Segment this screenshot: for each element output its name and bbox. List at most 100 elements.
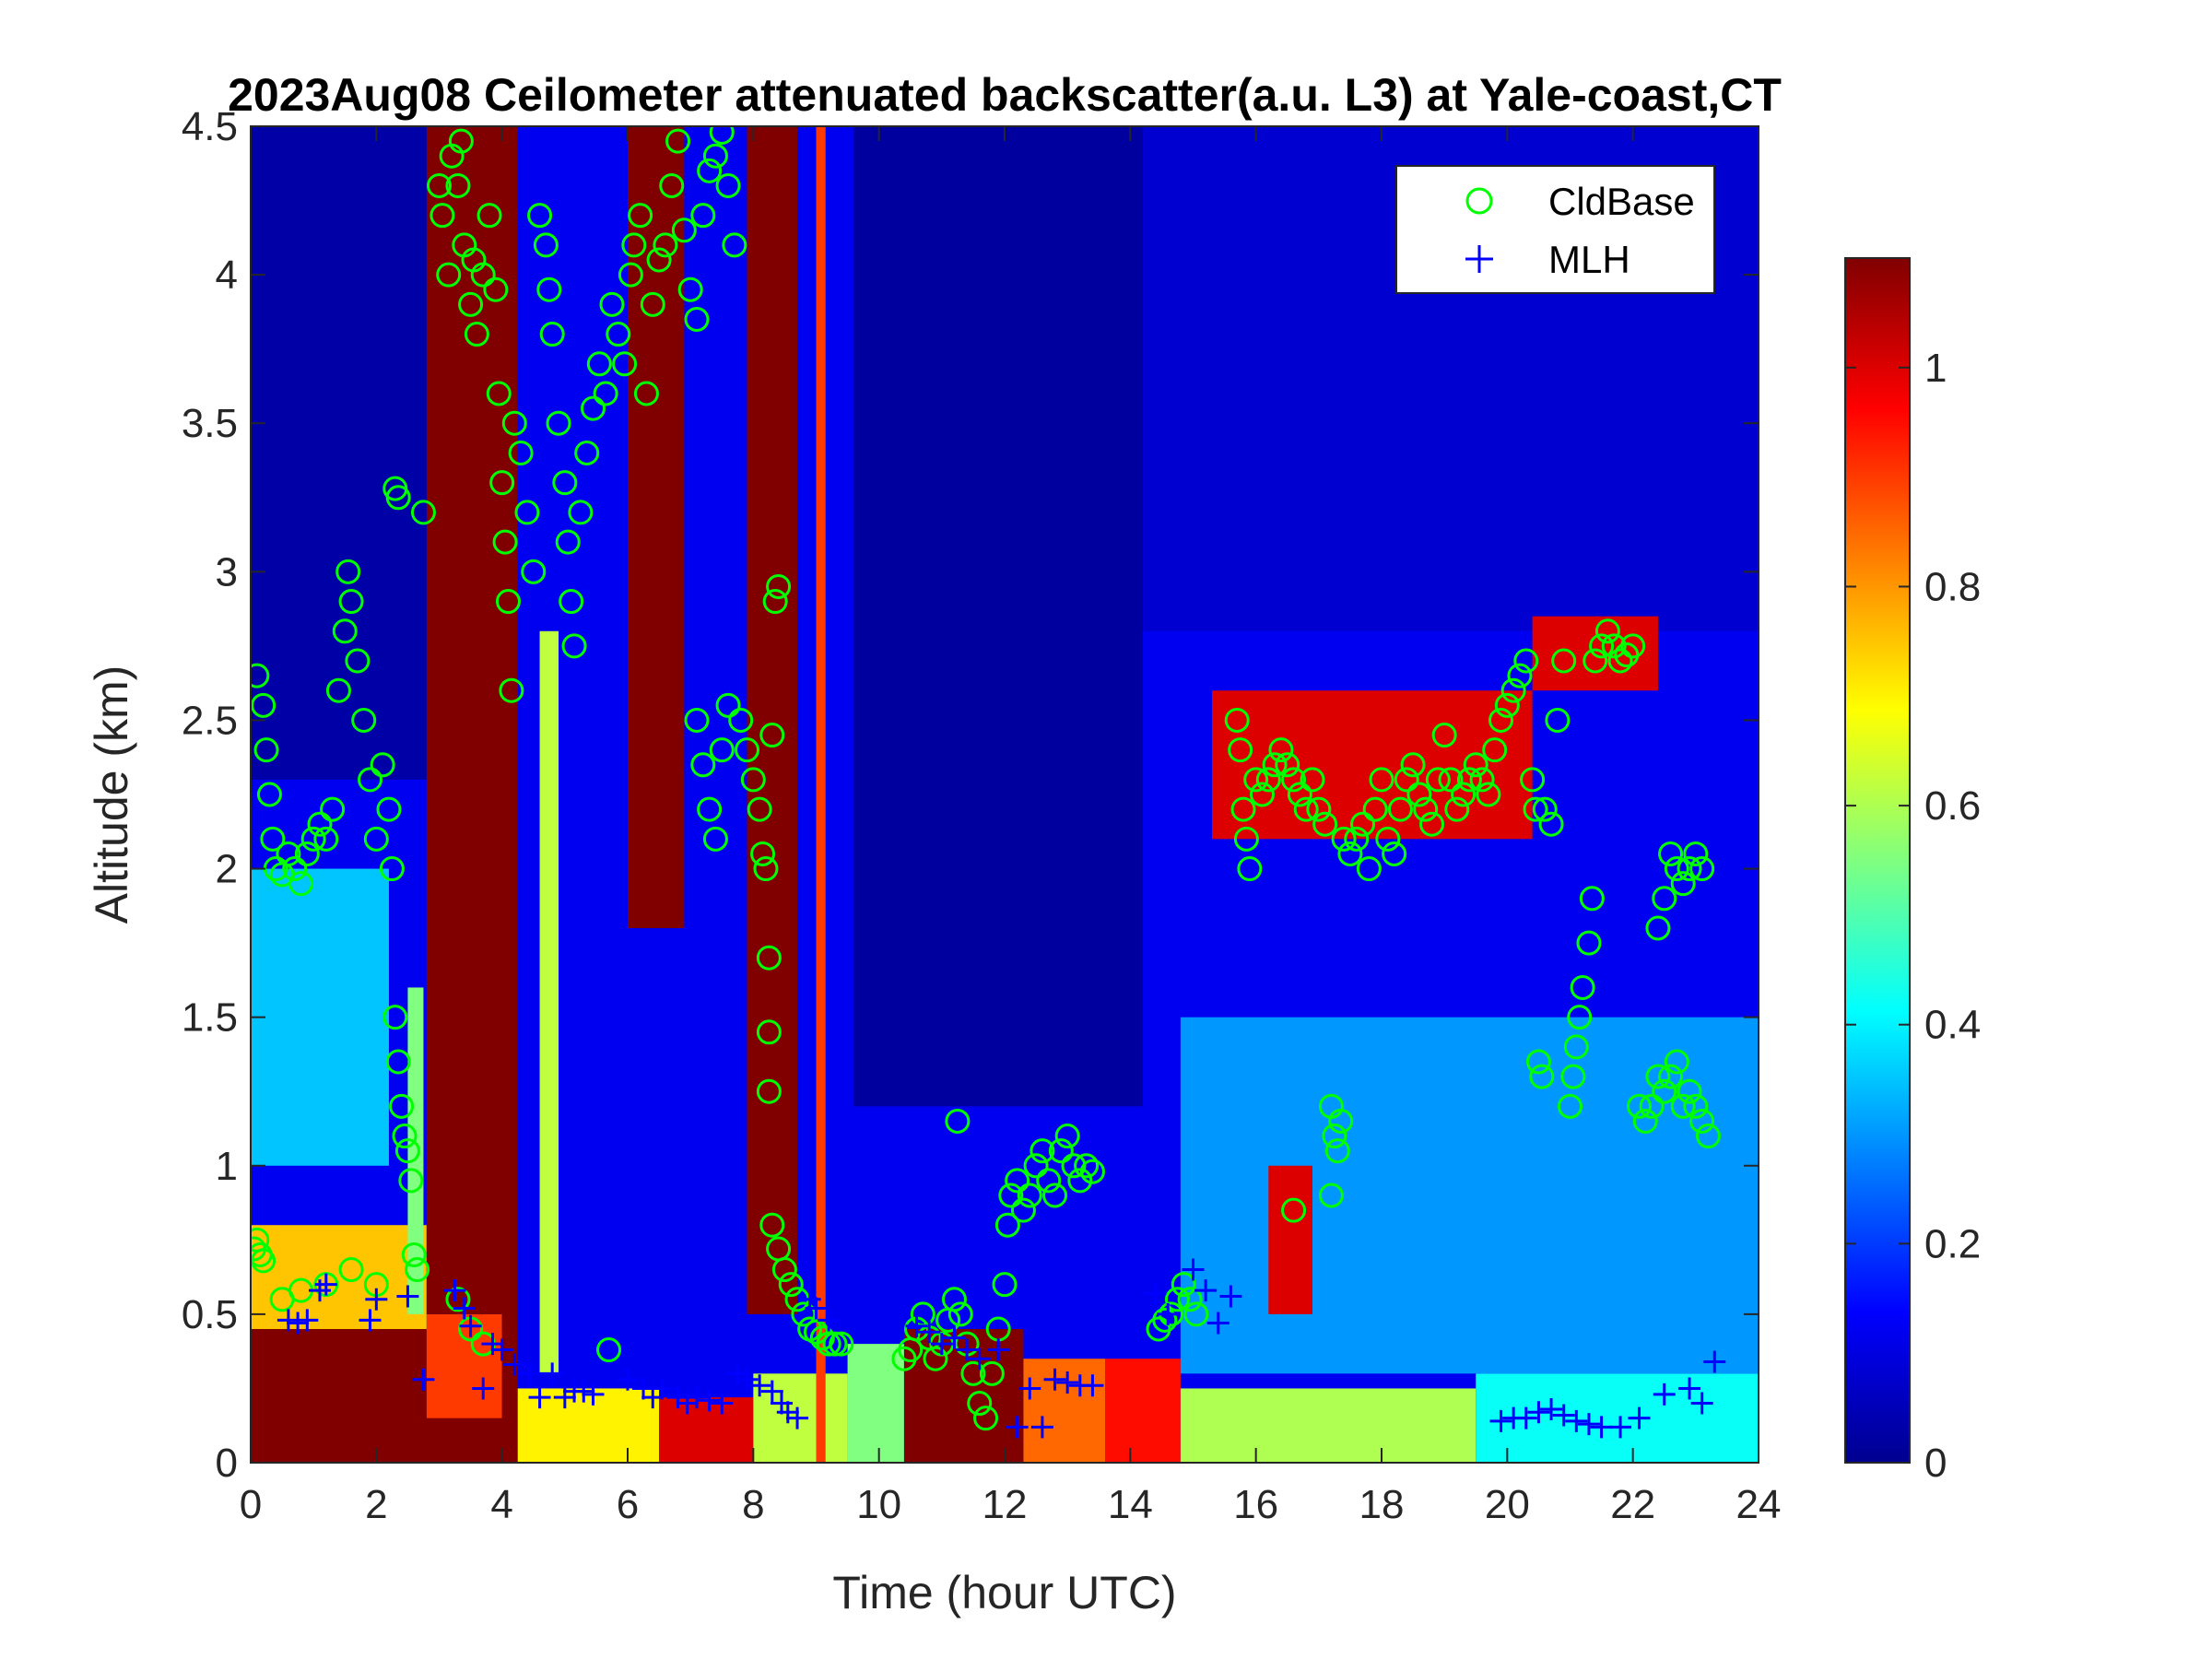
cldbase-point-85 xyxy=(646,247,672,273)
cldbase-point-224 xyxy=(1532,796,1558,822)
mlh-point-52 xyxy=(1043,1368,1066,1391)
cldbase-point-221 xyxy=(1523,796,1548,822)
cldbase-point-29 xyxy=(379,856,405,882)
cldbase-point-74 xyxy=(581,395,606,421)
cldbase-point-150 xyxy=(1010,1197,1036,1223)
cldbase-point-113 xyxy=(756,945,782,971)
cldbase-point-222 xyxy=(1525,1049,1551,1075)
cldbase-point-200 xyxy=(1394,767,1419,793)
cldbase-point-230 xyxy=(1563,1034,1589,1060)
cldbase-point-69 xyxy=(555,529,581,555)
cldbase-point-43 xyxy=(436,262,462,288)
cldbase-point-125 xyxy=(816,1331,841,1357)
colorbar-tick-label-0: 0 xyxy=(1924,1441,1947,1486)
cldbase-point-199 xyxy=(1387,796,1413,822)
x-tick-label-10: 20 xyxy=(1485,1482,1530,1527)
cldbase-point-163 xyxy=(1152,1307,1178,1333)
cldbase-point-109 xyxy=(753,856,779,882)
cldbase-point-146 xyxy=(992,1272,1018,1298)
cldbase-point-212 xyxy=(1469,767,1495,793)
colorbar-tick-label-3: 0.6 xyxy=(1924,783,1981,829)
cldbase-point-250 xyxy=(1677,1078,1702,1104)
cldbase-point-236 xyxy=(1589,633,1615,659)
heatmap-region-17 xyxy=(251,868,389,1166)
cldbase-point-223 xyxy=(1529,1064,1555,1089)
cldbase-point-258 xyxy=(1670,871,1696,897)
mlh-point-51 xyxy=(1030,1416,1053,1439)
cldbase-point-39 xyxy=(405,1257,430,1283)
x-tick-label-4: 8 xyxy=(742,1482,764,1527)
cldbase-point-196 xyxy=(1369,767,1394,793)
mlh-point-9 xyxy=(443,1279,466,1302)
x-tick-label-11: 22 xyxy=(1610,1482,1655,1527)
cldbase-point-112 xyxy=(766,573,792,599)
heatmap-region-12 xyxy=(1023,1359,1106,1463)
heatmap-region-21 xyxy=(747,126,798,1314)
cldbase-point-6 xyxy=(253,737,279,763)
cldbase-point-79 xyxy=(612,351,638,377)
mlh-point-24 xyxy=(632,1377,655,1400)
cldbase-point-206 xyxy=(1431,723,1457,748)
cldbase-point-23 xyxy=(345,648,371,674)
x-tick-label-9: 18 xyxy=(1359,1482,1405,1527)
cldbase-point-166 xyxy=(1171,1272,1196,1298)
heatmap-region-22 xyxy=(816,126,826,1463)
cldbase-point-41 xyxy=(427,172,452,198)
cldbase-point-246 xyxy=(1652,1078,1677,1104)
cldbase-point-170 xyxy=(1228,737,1253,763)
cldbase-point-269 xyxy=(445,1287,471,1312)
x-tick-label-1: 2 xyxy=(365,1482,387,1527)
y-tick-label-4: 2 xyxy=(216,847,238,892)
cldbase-point-251 xyxy=(1683,1093,1709,1119)
cldbase-point-153 xyxy=(1030,1138,1055,1164)
cldbase-point-20 xyxy=(332,618,358,644)
cldbase-point-26 xyxy=(363,826,389,852)
cldbase-point-182 xyxy=(1293,796,1319,822)
cldbase-point-38 xyxy=(401,1241,427,1267)
mlh-point-19 xyxy=(553,1386,576,1409)
mlh-point-13 xyxy=(481,1333,504,1356)
mlh-point-41 xyxy=(818,1309,841,1332)
cldbase-point-65 xyxy=(536,276,562,302)
x-tick-label-5: 10 xyxy=(856,1482,901,1527)
cldbase-point-31 xyxy=(385,485,411,511)
cldbase-point-210 xyxy=(1456,767,1482,793)
mlh-point-14 xyxy=(490,1338,513,1361)
heatmap-region-18 xyxy=(426,126,515,1314)
mlh-point-74 xyxy=(1678,1377,1701,1400)
cldbase-point-91 xyxy=(684,306,710,332)
cldbase-point-96 xyxy=(715,172,741,198)
legend-cldbase-marker xyxy=(1465,187,1493,215)
mlh-point-26 xyxy=(651,1377,674,1400)
cldbase-point-100 xyxy=(697,796,723,822)
cldbase-point-190 xyxy=(1331,826,1357,852)
cldbase-point-198 xyxy=(1382,841,1407,866)
cldbase-point-87 xyxy=(659,172,685,198)
cldbase-point-56 xyxy=(492,529,518,555)
colorbar-gradient xyxy=(1845,258,1910,1463)
cldbase-point-157 xyxy=(1054,1124,1080,1149)
mlh-point-15 xyxy=(503,1353,526,1376)
cldbase-point-72 xyxy=(568,500,594,525)
cldbase-point-75 xyxy=(586,351,612,377)
cldbase-point-149 xyxy=(1005,1168,1030,1194)
cldbase-point-141 xyxy=(960,1360,986,1386)
cldbase-point-202 xyxy=(1406,782,1432,807)
cldbase-point-102 xyxy=(709,737,735,763)
chart-title: 2023Aug08 Ceilometer attenuated backscat… xyxy=(228,69,1782,121)
mlh-point-49 xyxy=(1006,1416,1029,1439)
mlh-point-17 xyxy=(528,1386,551,1409)
cldbase-point-34 xyxy=(389,1093,415,1119)
cldbase-point-168 xyxy=(1183,1301,1209,1327)
mlh-point-67 xyxy=(1552,1404,1575,1427)
cldbase-point-241 xyxy=(1620,633,1646,659)
cldbase-point-24 xyxy=(351,707,377,733)
cldbase-point-261 xyxy=(1689,856,1715,882)
cldbase-point-116 xyxy=(759,1212,785,1238)
cldbase-point-4 xyxy=(251,663,270,688)
cldbase-point-42 xyxy=(429,203,455,229)
cldbase-point-167 xyxy=(1177,1287,1203,1312)
cldbase-point-197 xyxy=(1375,826,1401,852)
mlh-point-6 xyxy=(365,1288,388,1311)
mlh-point-28 xyxy=(676,1392,699,1415)
